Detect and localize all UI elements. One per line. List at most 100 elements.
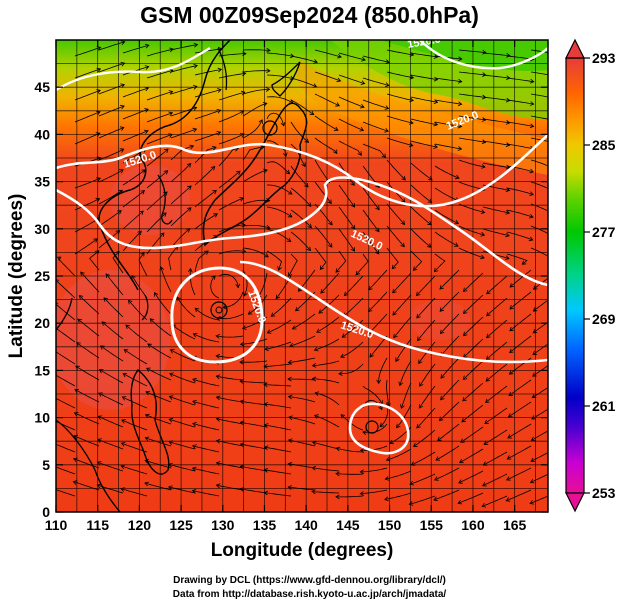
streamline-arrowhead: [120, 61, 126, 67]
streamline: [242, 70, 270, 73]
streamline-arrowhead: [507, 434, 512, 439]
streamline: [482, 473, 508, 487]
streamline: [386, 137, 414, 147]
streamline-arrowhead: [120, 104, 125, 110]
colorbar-tick-label: 293: [592, 50, 616, 66]
streamline-arrowhead: [307, 223, 312, 229]
streamline-arrowhead: [552, 189, 556, 193]
streamline-arrowhead: [169, 372, 174, 377]
streamline-arrowhead: [287, 359, 293, 365]
streamline-arrowhead: [401, 175, 406, 181]
streamline: [194, 213, 218, 230]
streamline: [56, 279, 76, 299]
streamline-arrowhead: [505, 210, 511, 215]
streamline-arrowhead: [335, 446, 341, 452]
streamline-arrowhead: [529, 101, 535, 106]
streamline-arrowhead: [357, 151, 362, 156]
streamline-arrowhead: [144, 436, 150, 442]
streamline: [440, 379, 460, 401]
streamline: [168, 486, 196, 494]
streamline: [532, 365, 548, 377]
streamline: [482, 52, 510, 57]
streamline: [288, 253, 298, 277]
streamline: [240, 488, 268, 494]
streamline: [218, 133, 245, 145]
streamline-arrowhead: [239, 379, 244, 384]
streamline: [144, 482, 172, 491]
streamline: [105, 273, 124, 296]
streamline-arrowhead: [384, 82, 390, 87]
streamline: [335, 473, 364, 475]
streamline: [386, 115, 414, 124]
streamline: [410, 74, 438, 80]
contour-line: [56, 46, 211, 92]
streamline: [506, 77, 534, 83]
streamline: [338, 206, 356, 230]
streamline-arrowhead: [311, 489, 316, 495]
streamline-arrowhead: [187, 185, 192, 190]
streamline-arrowhead: [418, 359, 423, 365]
streamline: [506, 489, 532, 502]
streamline-arrowhead: [144, 108, 149, 113]
streamline-arrowhead: [304, 182, 309, 188]
streamline-arrowhead: [461, 417, 466, 423]
streamline: [508, 401, 532, 418]
streamline: [386, 379, 389, 407]
contour-line: [239, 260, 548, 364]
streamline-arrowhead: [400, 404, 405, 409]
streamline-arrowhead: [506, 455, 512, 460]
gridlines: [56, 40, 548, 512]
streamline-arrowhead: [263, 382, 268, 388]
streamline-arrowhead: [235, 283, 241, 289]
streamline: [434, 467, 460, 481]
streamline-arrowhead: [239, 487, 245, 492]
colorbar-min-arrow: [565, 492, 585, 513]
streamline-arrowhead: [191, 466, 197, 472]
streamline: [509, 291, 532, 310]
streamline: [314, 137, 338, 154]
streamline: [335, 495, 364, 498]
streamline: [288, 378, 316, 381]
streamline-arrowhead: [264, 346, 269, 352]
streamline: [146, 170, 168, 189]
streamline: [509, 313, 532, 332]
streamline-arrowhead: [56, 279, 60, 284]
streamline: [418, 385, 436, 409]
streamline: [170, 65, 198, 73]
coastline-korea: [157, 174, 173, 225]
colorbar-scale: [565, 57, 585, 494]
streamline-arrowhead: [266, 68, 271, 74]
streamline-arrowhead: [72, 480, 78, 485]
streamline: [530, 452, 548, 462]
streamline: [266, 161, 290, 175]
streamline: [266, 74, 294, 80]
streamline-arrowhead: [359, 448, 365, 453]
streamline-arrowhead: [333, 149, 338, 155]
streamline: [222, 291, 244, 308]
streamline: [77, 318, 100, 337]
streamline: [335, 250, 347, 273]
streamline: [146, 191, 168, 211]
streamline: [506, 143, 534, 150]
warm-transition: [296, 60, 548, 175]
streamline: [434, 55, 462, 60]
streamline: [122, 87, 149, 98]
streamline: [216, 375, 244, 381]
x-tick-label: 145: [336, 517, 360, 533]
streamline: [290, 143, 306, 167]
credits: Drawing by DCL (https://www.gfd-dennou.o…: [0, 574, 619, 602]
streamline-arrowhead: [125, 324, 130, 330]
streamline-arrowhead: [275, 294, 281, 300]
streamline: [264, 424, 292, 431]
streamline-arrowhead: [505, 232, 510, 238]
streamline: [98, 392, 124, 406]
streamline-arrowhead: [239, 442, 245, 448]
streamline: [434, 187, 459, 202]
streamline: [482, 206, 510, 214]
streamline: [362, 77, 390, 86]
streamline-arrowhead: [282, 152, 288, 158]
streamline-arrowhead: [50, 418, 54, 422]
streamline-arrowhead: [99, 345, 105, 350]
streamline-arrowhead: [123, 349, 129, 354]
streamline: [410, 250, 423, 271]
